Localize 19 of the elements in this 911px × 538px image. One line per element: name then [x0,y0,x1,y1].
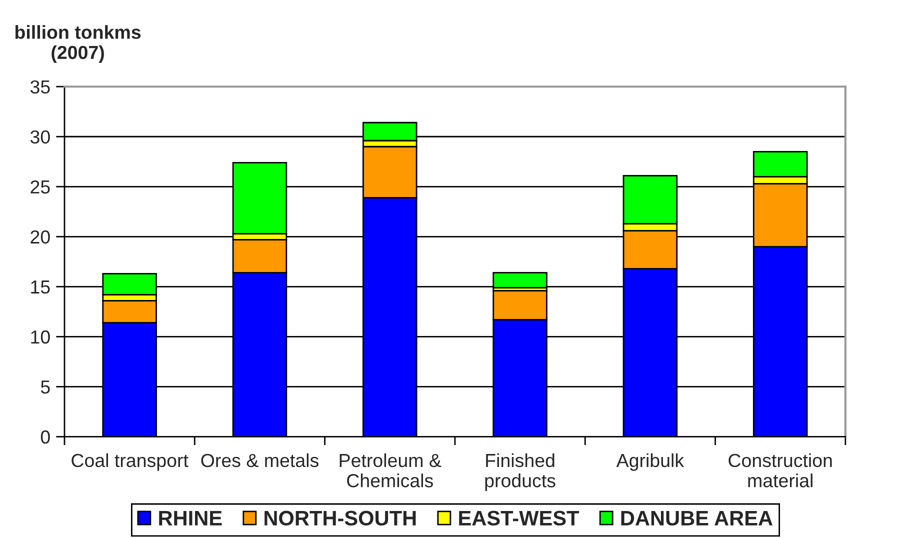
legend-label: EAST-WEST [459,510,580,526]
x-tick-label: Petroleum & Chemicals [340,453,442,488]
y-tick-label: 35 [30,80,50,94]
y-tick-label: 30 [30,130,50,144]
x-tick-label: Agribulk [616,453,684,471]
legend-label: RHINE [159,511,222,526]
x-tick-label: Finished products [485,453,556,492]
x-tick-label: Coal transport [72,453,188,471]
x-tick-label: Ores & metals [201,453,318,468]
legend-label: DANUBE AREA [621,511,772,526]
y-tick-label: 5 [40,380,50,394]
y-tick-label: 20 [30,230,50,244]
x-tick-label: Construction material [728,453,832,488]
legend-label: NORTH-SOUTH [264,510,416,526]
y-tick-label: 15 [31,280,50,294]
y-tick-label: 0 [40,430,50,444]
y-tick-label: 25 [30,180,50,194]
y-tick-label: 10 [31,330,50,344]
y-axis-title: billion tonkms (2007) [15,25,141,63]
